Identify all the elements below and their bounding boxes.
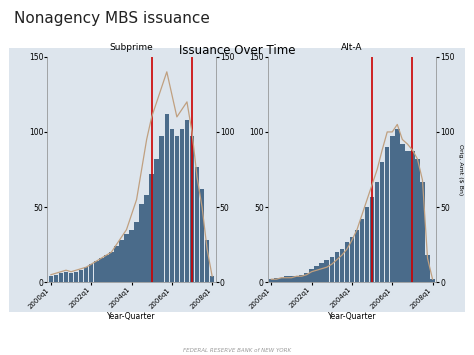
Bar <box>79 270 83 282</box>
Bar <box>294 276 299 282</box>
Bar <box>124 234 129 282</box>
Bar <box>185 120 189 282</box>
Bar <box>49 276 53 282</box>
Bar <box>345 242 349 282</box>
Bar <box>99 258 104 282</box>
Bar <box>375 181 379 282</box>
Bar <box>190 136 194 282</box>
Bar <box>314 266 319 282</box>
Bar <box>304 273 309 282</box>
Y-axis label: Orig. Amt ($ Bn): Orig. Amt ($ Bn) <box>458 144 463 195</box>
Bar <box>94 261 99 282</box>
Bar <box>69 273 73 282</box>
Bar <box>134 222 139 282</box>
X-axis label: Year-Quarter: Year-Quarter <box>107 312 156 321</box>
Bar <box>74 272 78 282</box>
Bar <box>299 275 304 282</box>
Bar <box>385 147 390 282</box>
Bar <box>390 136 394 282</box>
Bar <box>329 257 334 282</box>
Bar <box>350 237 354 282</box>
Bar <box>410 152 415 282</box>
Bar <box>425 255 430 282</box>
Bar <box>139 204 144 282</box>
Bar <box>145 195 149 282</box>
Text: Nonagency MBS issuance: Nonagency MBS issuance <box>14 11 210 26</box>
Bar <box>84 267 89 282</box>
Bar <box>310 269 314 282</box>
Bar <box>360 219 365 282</box>
Bar <box>114 246 118 282</box>
Bar <box>325 260 329 282</box>
Bar <box>170 129 174 282</box>
Bar <box>195 166 199 282</box>
Bar <box>155 159 159 282</box>
Bar <box>129 230 134 282</box>
Bar <box>159 136 164 282</box>
Bar <box>430 279 435 282</box>
Bar <box>210 276 214 282</box>
Bar <box>365 207 369 282</box>
Bar <box>205 240 210 282</box>
Bar <box>89 264 93 282</box>
Bar <box>335 252 339 282</box>
Bar <box>119 240 124 282</box>
X-axis label: Year-Quarter: Year-Quarter <box>328 312 376 321</box>
Bar <box>269 279 273 282</box>
Bar <box>279 278 283 282</box>
Bar <box>380 162 384 282</box>
Bar <box>395 129 400 282</box>
Bar <box>180 129 184 282</box>
Bar <box>415 159 419 282</box>
Bar <box>339 249 344 282</box>
Bar <box>400 144 405 282</box>
Bar <box>109 252 114 282</box>
Bar <box>54 275 58 282</box>
Bar <box>289 276 294 282</box>
Bar <box>319 263 324 282</box>
Bar <box>284 276 289 282</box>
Bar <box>370 197 374 282</box>
Bar <box>174 136 179 282</box>
Bar <box>274 278 279 282</box>
Text: Issuance Over Time: Issuance Over Time <box>179 44 295 58</box>
Bar <box>104 255 109 282</box>
Bar <box>59 273 63 282</box>
Bar <box>200 189 204 282</box>
Bar <box>405 152 410 282</box>
Bar <box>64 272 68 282</box>
Bar <box>149 174 154 282</box>
Bar <box>420 181 425 282</box>
Bar <box>164 114 169 282</box>
Bar <box>355 230 359 282</box>
Text: FEDERAL RESERVE BANK of NEW YORK: FEDERAL RESERVE BANK of NEW YORK <box>183 348 291 353</box>
Text: Alt-A: Alt-A <box>341 43 363 52</box>
Text: Subprime: Subprime <box>109 43 154 52</box>
